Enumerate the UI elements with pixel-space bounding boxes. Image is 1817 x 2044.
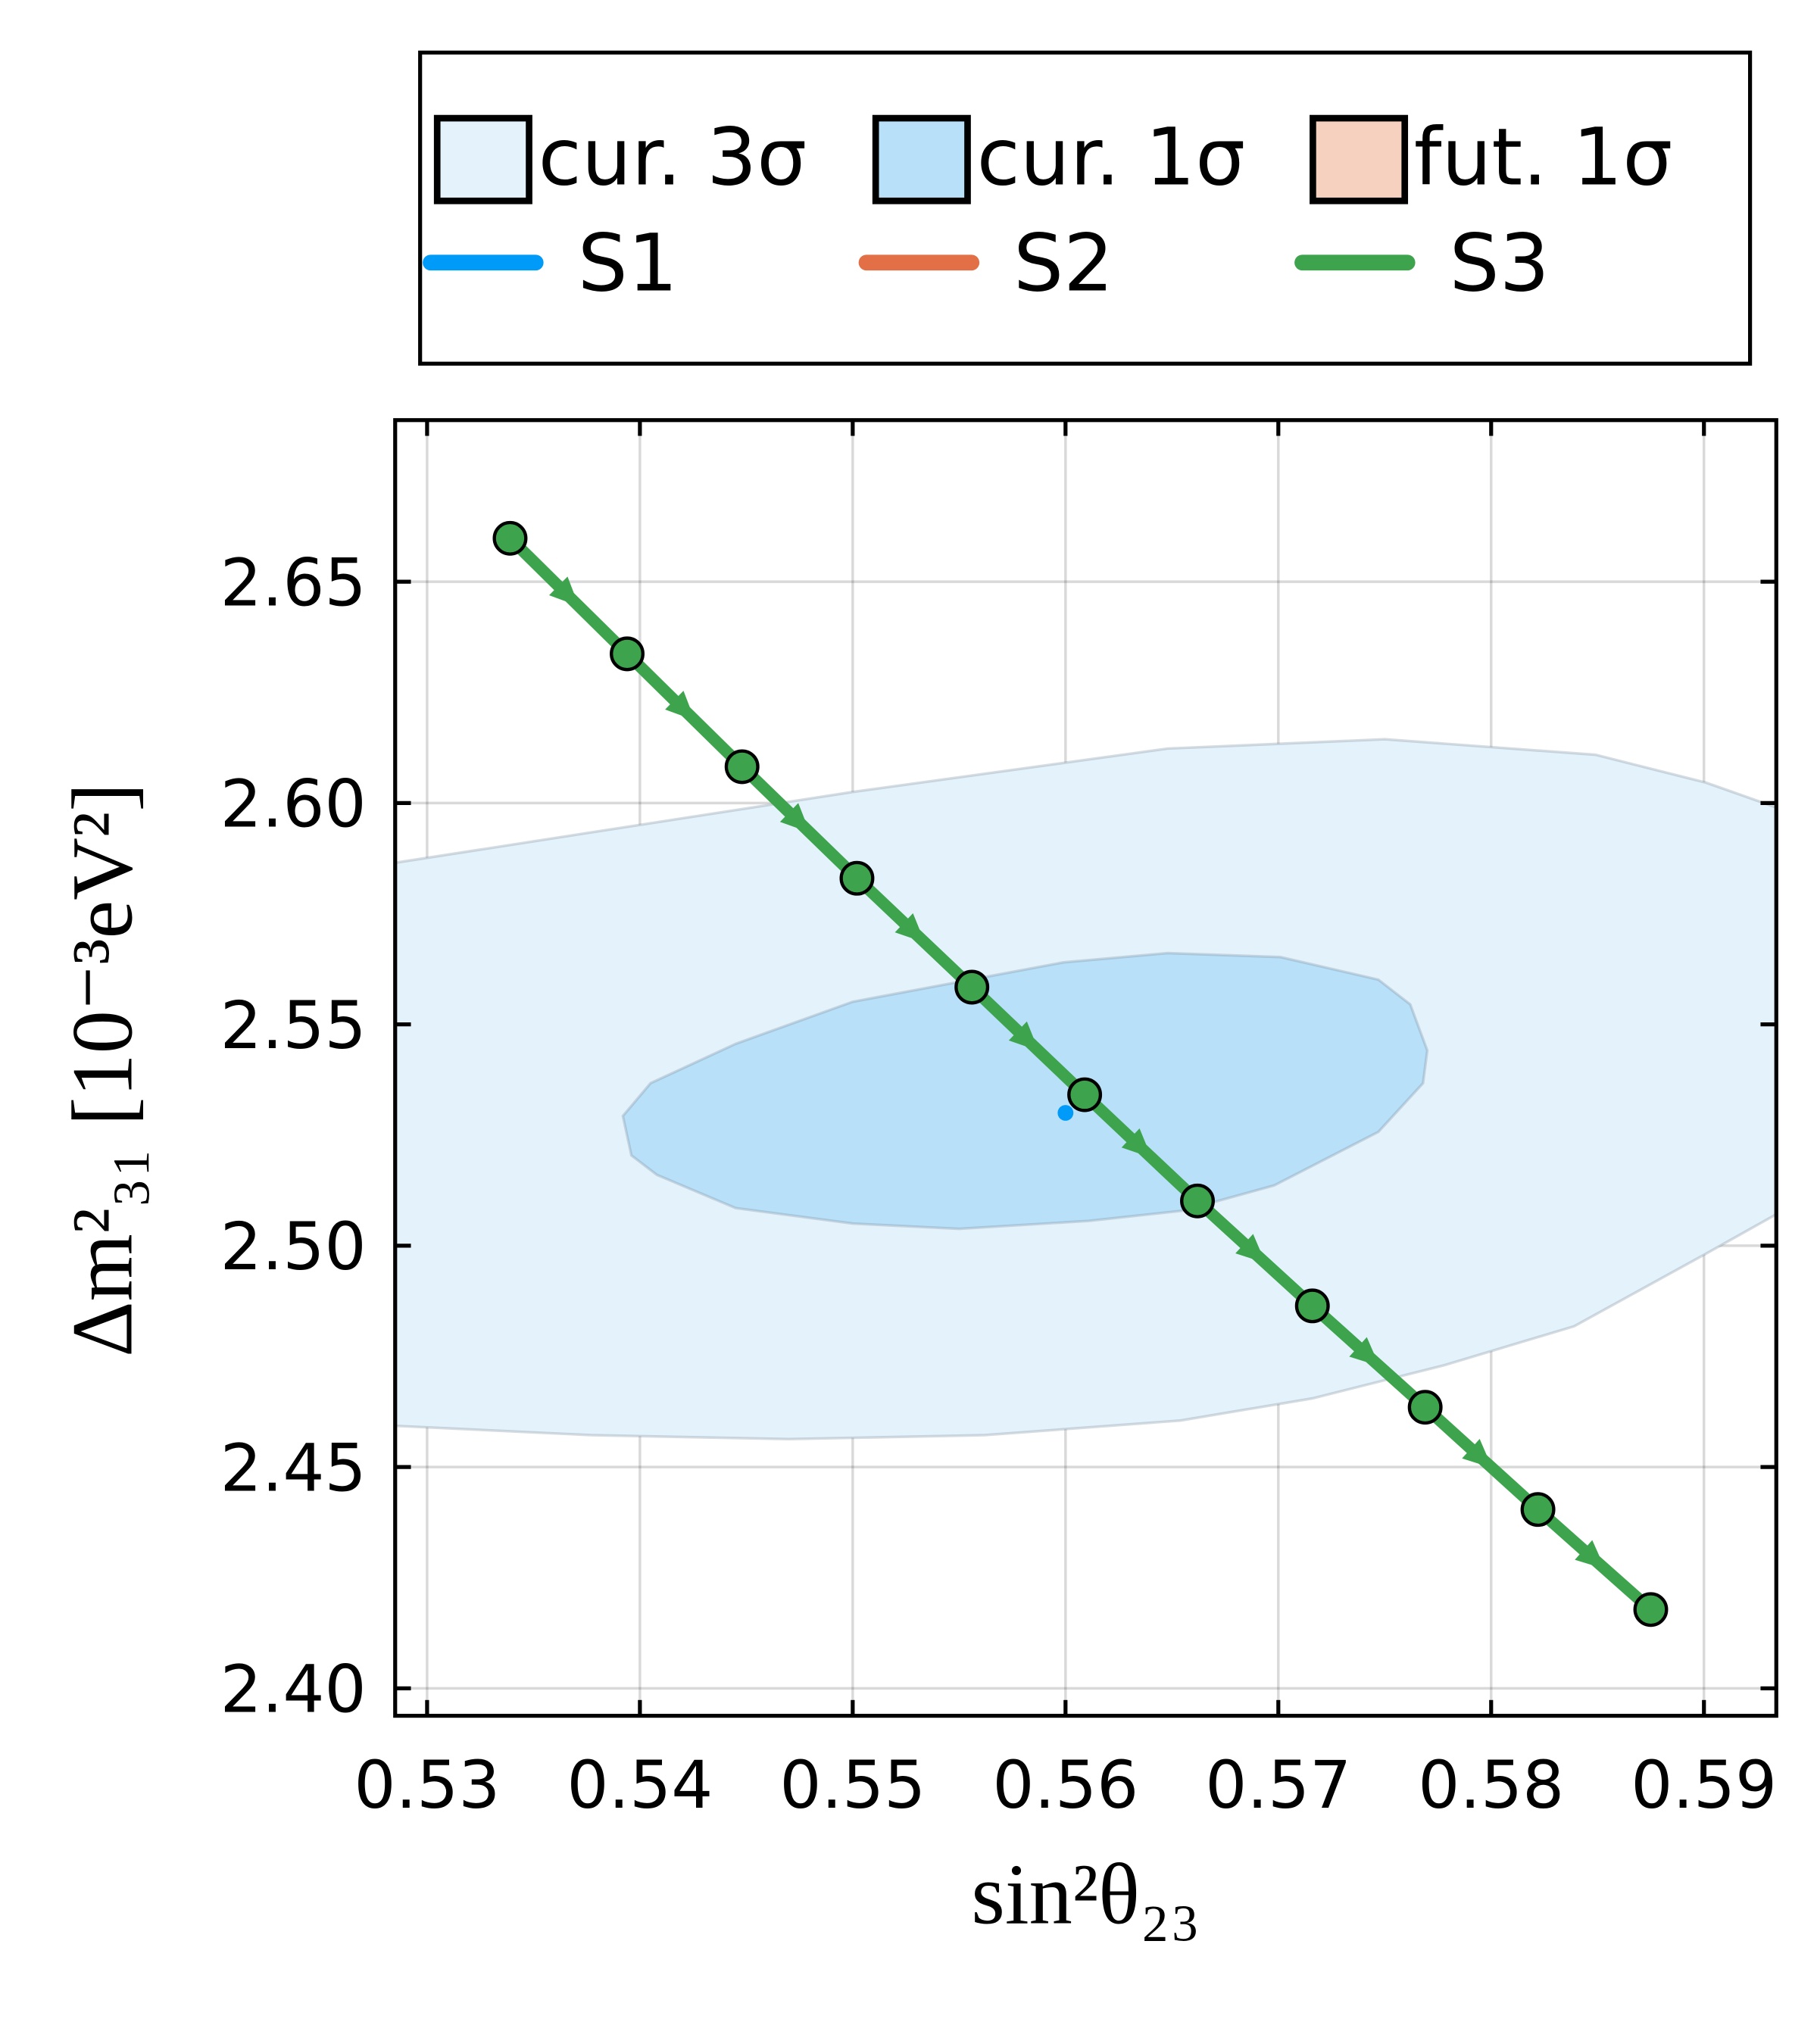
x-tick-label: 0.58: [1418, 1748, 1564, 1824]
y-tick-label: 2.45: [220, 1431, 367, 1506]
legend-swatch: [872, 114, 971, 204]
plot-frame: [393, 418, 1778, 1718]
y-tick-label: 2.60: [220, 767, 367, 843]
y-tick-label: 2.55: [220, 988, 367, 1064]
x-tick-label: 0.53: [354, 1748, 500, 1824]
point: [610, 636, 645, 672]
point: [724, 749, 760, 785]
point: [1633, 1592, 1669, 1627]
confidence-region: [621, 951, 1429, 1231]
legend-label: cur. 1σ: [977, 111, 1246, 203]
point: [1180, 1183, 1215, 1219]
legend-label: S2: [1013, 217, 1113, 310]
legend-label: cur. 3σ: [539, 111, 807, 203]
x-tick-label: 0.55: [779, 1748, 926, 1824]
legend-box: [418, 50, 1753, 366]
legend-label: S1: [578, 217, 678, 310]
point: [1057, 1105, 1074, 1121]
direction-arrow: [1575, 1540, 1606, 1569]
direction-arrow: [1121, 1128, 1152, 1158]
point: [1520, 1492, 1556, 1528]
direction-arrow: [1235, 1234, 1266, 1263]
direction-arrow: [548, 576, 579, 607]
point: [492, 520, 528, 556]
legend-label: fut. 1σ: [1414, 111, 1673, 203]
legend-swatch: [433, 114, 532, 204]
x-tick-label: 0.54: [567, 1748, 713, 1824]
x-tick-label: 0.57: [1205, 1748, 1351, 1824]
direction-arrow: [894, 913, 926, 943]
point: [1067, 1077, 1103, 1112]
point: [1294, 1288, 1330, 1324]
x-axis-label: sin²θ₂₃: [971, 1846, 1200, 1942]
y-tick-label: 2.40: [220, 1652, 367, 1728]
direction-arrow: [1008, 1021, 1039, 1051]
point: [1407, 1390, 1443, 1425]
x-tick-label: 0.56: [992, 1748, 1138, 1824]
y-tick-label: 2.65: [220, 545, 367, 621]
direction-arrow: [779, 803, 810, 833]
y-tick-label: 2.50: [220, 1209, 367, 1285]
direction-arrow: [1462, 1439, 1493, 1468]
legend-label: S3: [1450, 217, 1550, 310]
direction-arrow: [1349, 1337, 1380, 1367]
direction-arrow: [665, 691, 695, 721]
x-tick-label: 0.59: [1631, 1748, 1777, 1824]
point: [954, 969, 990, 1005]
legend-swatch: [1310, 114, 1409, 204]
point: [839, 860, 875, 896]
y-axis-label: Δm²₃₁ [10⁻³eV²]: [54, 783, 150, 1357]
